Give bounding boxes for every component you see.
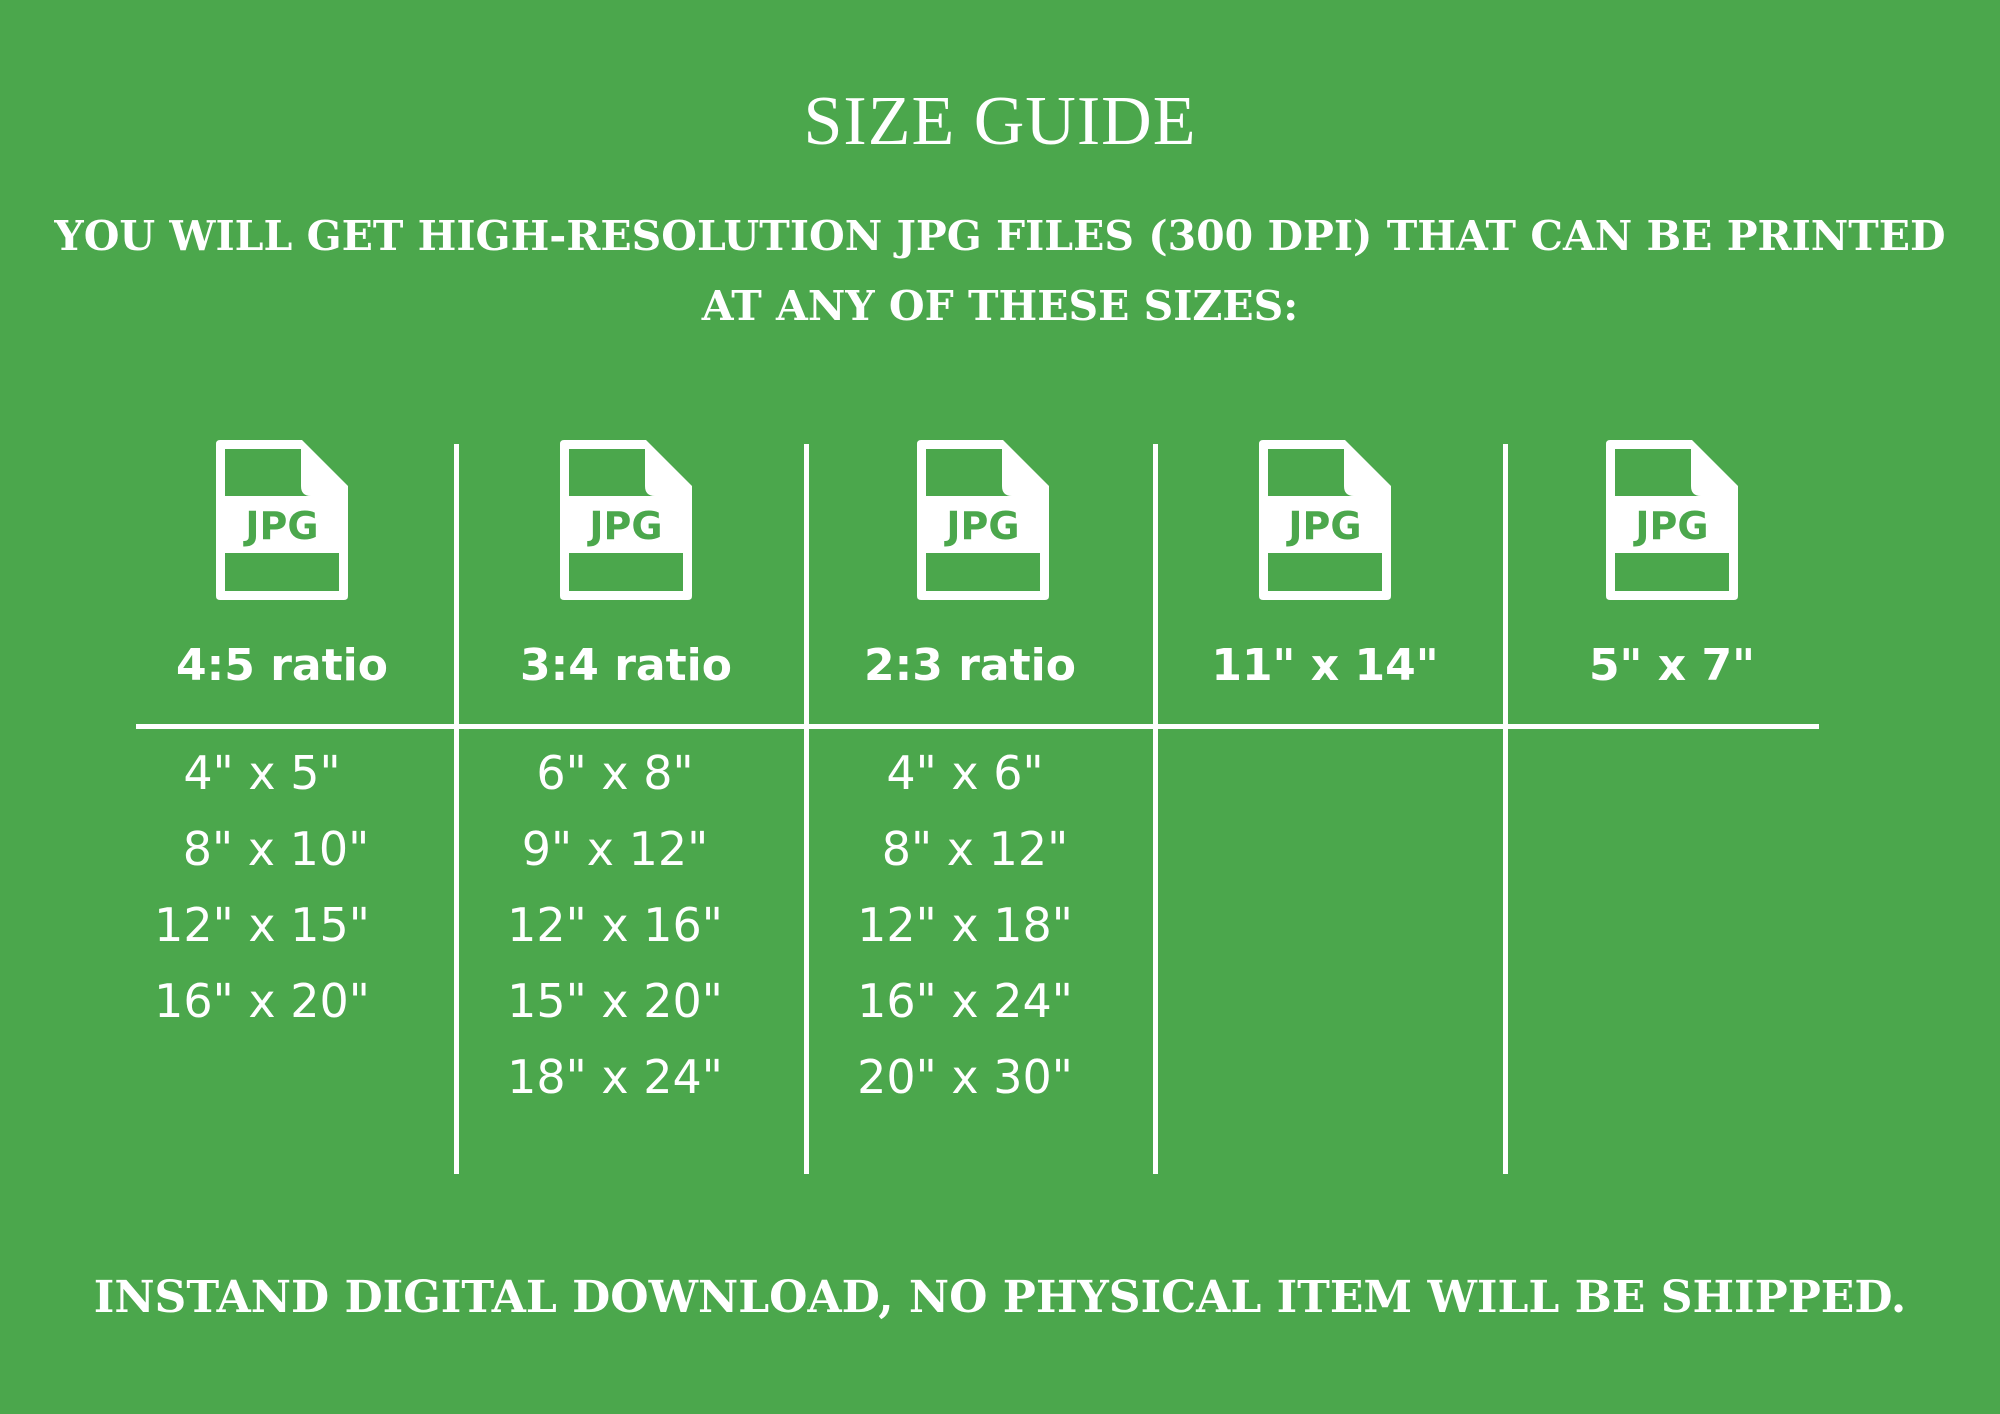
size-item: 18" x 24" <box>507 1050 723 1104</box>
jpg-label: JPG <box>1285 504 1361 548</box>
column-header-2-3: 2:3 ratio <box>864 640 1076 691</box>
column-header-5x7: 5" x 7" <box>1588 640 1756 691</box>
size-item: 9" x 12" <box>521 822 709 876</box>
column-header-4-5: 4:5 ratio <box>176 640 388 691</box>
header-divider <box>136 724 1819 729</box>
size-item: 8" x 10" <box>182 822 370 876</box>
jpg-file-icon: JPG <box>1604 438 1740 602</box>
jpg-label: JPG <box>943 504 1019 548</box>
column-divider <box>1503 444 1508 1174</box>
size-item: 8" x 12" <box>881 822 1069 876</box>
size-item: 20" x 30" <box>857 1050 1073 1104</box>
size-item: 12" x 15" <box>154 898 370 952</box>
size-item: 12" x 16" <box>507 898 723 952</box>
size-item: 6" x 8" <box>536 746 694 800</box>
size-list-3-4: 6" x 8" 9" x 12" 12" x 16" 15" x 20" 18"… <box>445 735 785 1115</box>
jpg-file-icon: JPG <box>214 438 350 602</box>
size-item: 4" x 6" <box>886 746 1044 800</box>
page-title: SIZE GUIDE <box>803 83 1197 160</box>
size-list-2-3: 4" x 6" 8" x 12" 12" x 18" 16" x 24" 20"… <box>795 735 1135 1115</box>
subtitle-line-2: AT ANY OF THESE SIZES: <box>701 282 1299 330</box>
column-divider <box>804 444 809 1174</box>
subtitle-line-1: YOU WILL GET HIGH-RESOLUTION JPG FILES (… <box>54 212 1946 260</box>
size-item: 12" x 18" <box>857 898 1073 952</box>
jpg-file-icon: JPG <box>558 438 694 602</box>
jpg-label: JPG <box>586 504 662 548</box>
column-header-3-4: 3:4 ratio <box>520 640 732 691</box>
jpg-label: JPG <box>242 504 318 548</box>
jpg-file-icon: JPG <box>1257 438 1393 602</box>
size-item: 15" x 20" <box>507 974 723 1028</box>
column-divider <box>1153 444 1158 1174</box>
size-item: 16" x 24" <box>857 974 1073 1028</box>
column-header-11x14: 11" x 14" <box>1211 640 1439 691</box>
size-item: 4" x 5" <box>183 746 341 800</box>
jpg-file-icon: JPG <box>915 438 1051 602</box>
size-item: 16" x 20" <box>154 974 370 1028</box>
size-list-4-5: 4" x 5" 8" x 10" 12" x 15" 16" x 20" <box>92 735 432 1039</box>
footer-notice: INSTAND DIGITAL DOWNLOAD, NO PHYSICAL IT… <box>93 1272 1907 1323</box>
column-divider <box>454 444 459 1174</box>
jpg-label: JPG <box>1632 504 1708 548</box>
